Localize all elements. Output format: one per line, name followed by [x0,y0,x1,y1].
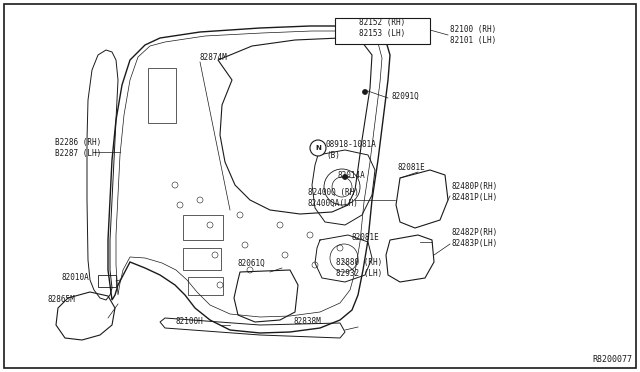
Bar [183,215,223,240]
Text: 82091Q: 82091Q [392,92,420,100]
Text: 82081E: 82081E [352,234,380,243]
Text: 82880 (RH)
82932 (LH): 82880 (RH) 82932 (LH) [336,258,382,278]
Text: 82400Q (RH)
82400QA(LH): 82400Q (RH) 82400QA(LH) [308,188,359,208]
Text: 82874M: 82874M [200,54,228,62]
Text: 82010A: 82010A [62,273,90,282]
Text: 82061Q: 82061Q [238,259,266,267]
Circle shape [310,140,326,156]
Text: R8200077: R8200077 [592,355,632,364]
Text: 08918-1081A
(B): 08918-1081A (B) [326,140,377,160]
Text: 82081E: 82081E [398,164,426,173]
Text: B2286 (RH)
B2287 (LH): B2286 (RH) B2287 (LH) [55,138,101,158]
FancyBboxPatch shape [335,18,430,44]
Text: 82480P(RH)
82481P(LH): 82480P(RH) 82481P(LH) [452,182,499,202]
Text: 82014A: 82014A [338,170,365,180]
Bar [148,68,176,123]
Bar [183,248,221,270]
Text: 82152 (RH)
82153 (LH): 82152 (RH) 82153 (LH) [359,18,405,38]
Text: 82482P(RH)
82483P(LH): 82482P(RH) 82483P(LH) [452,228,499,248]
Text: 82865M: 82865M [48,295,76,305]
Circle shape [342,174,348,180]
Circle shape [362,90,367,94]
Bar [98,275,116,287]
Text: 82838M: 82838M [294,317,322,327]
Bar [188,277,223,295]
Text: 82100H: 82100H [175,317,203,327]
Text: 82100 (RH)
82101 (LH): 82100 (RH) 82101 (LH) [450,25,496,45]
Text: N: N [315,145,321,151]
